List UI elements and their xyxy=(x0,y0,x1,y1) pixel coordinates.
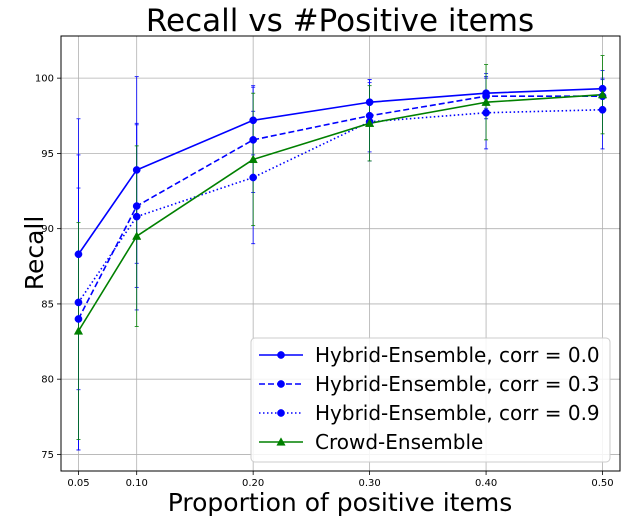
series-1-point xyxy=(74,250,83,259)
series-3-point xyxy=(132,212,141,221)
series-3-point xyxy=(482,108,490,117)
y-tick-label: 80 xyxy=(41,375,54,386)
legend-box xyxy=(250,337,611,463)
legend-marker-1 xyxy=(277,351,285,359)
series-1-point xyxy=(132,166,141,174)
y-tick-label: 90 xyxy=(41,224,54,235)
series-2-line xyxy=(77,95,603,320)
plot-area-frame xyxy=(60,35,621,472)
series-markers xyxy=(73,84,608,335)
series-4-point xyxy=(248,154,258,164)
series-3-point xyxy=(74,298,83,307)
x-tick-label: 0.50 xyxy=(591,478,613,489)
legend-label-2: Hybrid-Ensemble, corr = 0.3 xyxy=(315,372,600,396)
series-4-line xyxy=(77,93,603,332)
series-4-point xyxy=(364,118,375,127)
x-axis-ticks: 0.05 0.10 0.20 0.30 0.40 0.50 xyxy=(67,471,614,489)
series-3-line xyxy=(77,108,603,303)
y-tick-label: 95 xyxy=(41,149,54,160)
legend-label-3: Hybrid-Ensemble, corr = 0.9 xyxy=(315,401,600,425)
series-2-point xyxy=(74,315,83,323)
y-axis-label: Recall xyxy=(20,216,49,291)
series-4-point xyxy=(597,89,608,99)
x-tick-label: 0.05 xyxy=(67,478,89,489)
x-axis-label: Proportion of positive items xyxy=(168,488,513,517)
x-tick-label: 0.40 xyxy=(475,478,497,489)
y-axis-ticks: 75 80 85 90 95 100 xyxy=(35,74,61,461)
chart-title: Recall vs #Positive items xyxy=(146,3,534,39)
x-tick-label: 0.30 xyxy=(358,478,380,489)
legend-marker-4 xyxy=(276,437,286,446)
series-4-point xyxy=(73,326,84,335)
x-tick-label: 0.20 xyxy=(242,478,264,489)
y-tick-label: 100 xyxy=(35,74,54,85)
legend-marker-2 xyxy=(277,380,285,388)
legend-label-4: Crowd-Ensemble xyxy=(315,430,483,454)
x-tick-label: 0.10 xyxy=(126,478,148,489)
y-tick-label: 85 xyxy=(41,299,54,310)
legend: Hybrid-Ensemble, corr = 0.0 Hybrid-Ensemb… xyxy=(250,337,611,463)
legend-marker-3 xyxy=(277,409,285,417)
series-2-point xyxy=(132,202,141,210)
series-4-point xyxy=(132,231,142,240)
series-3-point xyxy=(249,173,258,182)
y-tick-label: 75 xyxy=(41,450,54,461)
series-1-point xyxy=(365,98,374,107)
series-4-point xyxy=(481,97,491,106)
series-1-point xyxy=(249,116,258,125)
legend-label-1: Hybrid-Ensemble, corr = 0.0 xyxy=(315,343,600,367)
series-lines xyxy=(77,87,603,332)
series-3-point xyxy=(598,105,607,114)
series-1-line xyxy=(77,87,603,255)
series-2-point xyxy=(249,136,258,144)
